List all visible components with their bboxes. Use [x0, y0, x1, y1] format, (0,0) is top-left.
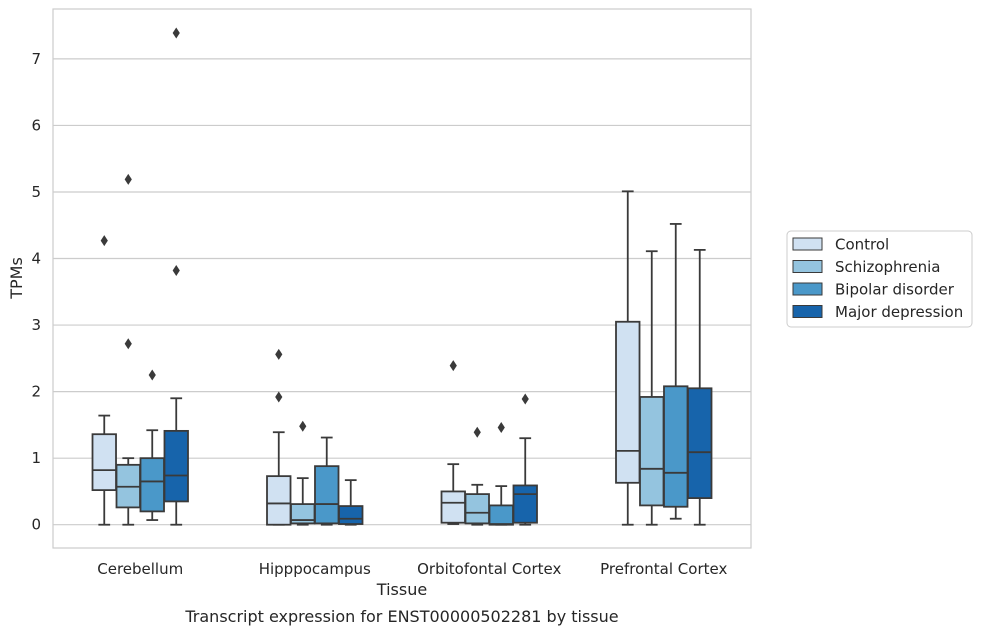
box-major-depression: [687, 248, 713, 526]
box-control: [91, 414, 117, 526]
y-tick-label: 5: [31, 183, 41, 201]
outlier-point: [100, 235, 108, 247]
y-tick-label: 1: [31, 449, 41, 467]
outlier-point: [124, 338, 132, 350]
box-body: [687, 387, 713, 499]
x-tick-label: Orbitofontal Cortex: [417, 560, 561, 578]
box-major-depression: [338, 479, 364, 526]
boxes-layer: [91, 190, 713, 526]
box-body: [663, 385, 689, 508]
box-body: [464, 493, 490, 525]
legend-swatch: [792, 282, 823, 296]
plot-area-frame: [52, 8, 752, 549]
y-tick-label: 3: [31, 316, 41, 334]
box-body: [639, 396, 665, 507]
legend-label: Control: [835, 236, 889, 254]
outliers-layer: [100, 27, 529, 438]
outlier-point: [148, 369, 156, 381]
x-axis-title: Tissue: [376, 580, 427, 599]
legend-label: Bipolar disorder: [835, 281, 955, 299]
box-body: [440, 490, 466, 524]
x-tick-label: Prefrontal Cortex: [600, 560, 727, 578]
outlier-point: [124, 173, 132, 185]
outlier-point: [299, 420, 307, 432]
y-tick-label: 7: [31, 50, 41, 68]
box-major-depression: [512, 437, 538, 526]
outlier-point: [275, 348, 283, 360]
y-tick-label: 6: [31, 116, 41, 134]
legend-swatch: [792, 237, 823, 251]
box-body: [615, 320, 641, 484]
x-tick-label: Cerebellum: [97, 560, 183, 578]
box-body: [139, 457, 165, 513]
legend-swatch: [792, 305, 823, 318]
x-tick-labels: Cerebellum Hipppocampus Orbitofontal Corte…: [97, 560, 727, 578]
legend-swatch: [792, 260, 823, 273]
x-tick-label: Hipppocampus: [259, 560, 371, 578]
outlier-point: [521, 393, 529, 405]
box-body: [314, 465, 340, 525]
box-body: [266, 475, 292, 526]
outlier-point: [275, 391, 283, 403]
box-schizophrenia: [464, 483, 490, 526]
box-bipolar-disorder: [663, 223, 689, 520]
outlier-point: [172, 27, 180, 39]
box-body: [91, 433, 117, 492]
y-axis-title: TPMs: [7, 257, 26, 300]
y-tick-labels: 0 1 2 3 4 5 6 7: [31, 50, 41, 534]
outlier-point: [449, 360, 457, 372]
box-schizophrenia: [639, 250, 665, 526]
y-tick-label: 0: [31, 516, 41, 534]
box-bipolar-disorder: [488, 485, 514, 526]
box-body: [488, 504, 514, 526]
legend-frame: [786, 230, 973, 328]
legend: Control Schizophrenia Bipolar disorder Majo…: [786, 230, 973, 328]
box-bipolar-disorder: [314, 436, 340, 526]
box-schizophrenia: [115, 457, 141, 526]
y-tick-label: 4: [31, 250, 41, 268]
box-control: [615, 190, 641, 526]
legend-label: Schizophrenia: [835, 258, 940, 276]
legend-label: Major depression: [835, 303, 963, 321]
box-body: [338, 505, 364, 525]
box-body: [163, 429, 189, 503]
outlier-point: [497, 422, 505, 434]
box-control: [266, 431, 292, 526]
box-body: [512, 484, 538, 524]
outlier-point: [172, 265, 180, 277]
y-tick-label: 2: [31, 383, 41, 401]
outlier-point: [473, 426, 481, 438]
chart-caption: Transcript expression for ENST0000050228…: [184, 607, 618, 626]
box-major-depression: [163, 397, 189, 526]
